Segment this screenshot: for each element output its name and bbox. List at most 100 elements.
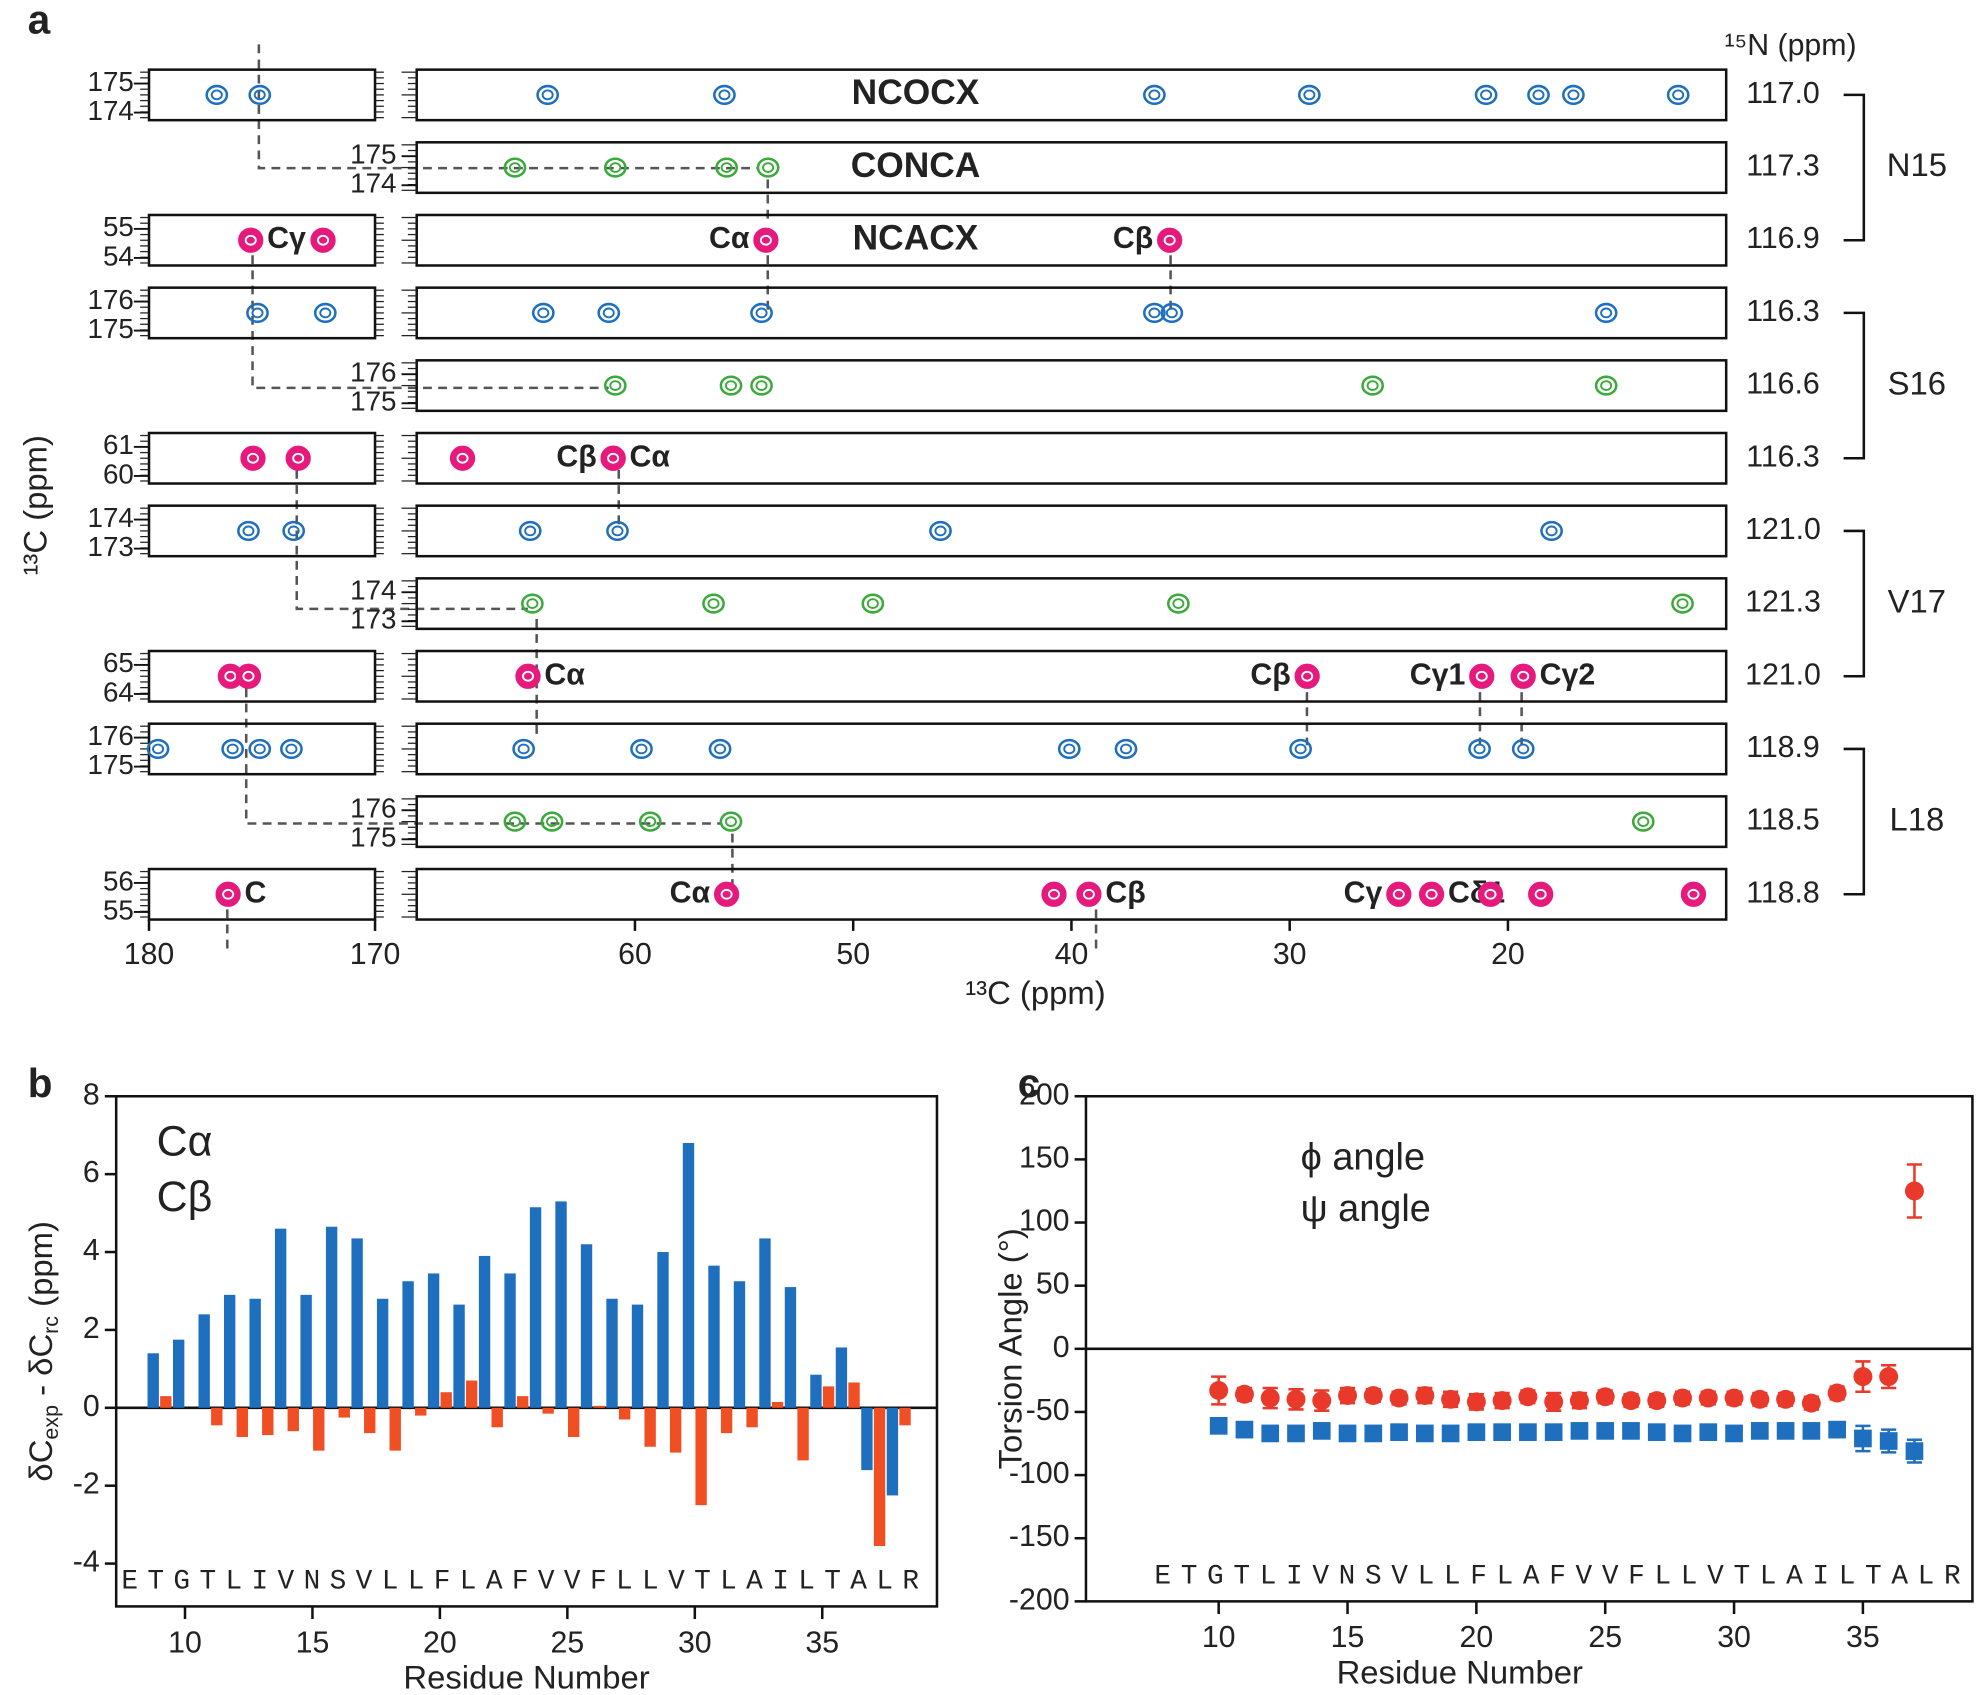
x-tick-label: 20 bbox=[1491, 938, 1525, 971]
bar bbox=[797, 1407, 809, 1461]
peak bbox=[310, 227, 336, 253]
peak-contour bbox=[1148, 307, 1161, 319]
x-tick-label: 170 bbox=[350, 938, 401, 971]
connector bbox=[244, 688, 723, 825]
peak bbox=[715, 157, 738, 178]
peak bbox=[1289, 738, 1312, 760]
peak-contour bbox=[720, 888, 733, 900]
peak bbox=[282, 520, 306, 542]
n-ppm-label: 117.0 bbox=[1746, 77, 1820, 110]
peak-contour bbox=[611, 525, 624, 537]
point bbox=[1415, 1386, 1435, 1406]
bar bbox=[682, 1142, 695, 1408]
point bbox=[1647, 1423, 1666, 1441]
peak-contour bbox=[1165, 307, 1178, 319]
point bbox=[1467, 1423, 1486, 1441]
y-tick-label: 173 bbox=[350, 604, 396, 635]
peak-contour bbox=[1687, 888, 1700, 900]
point bbox=[1492, 1391, 1512, 1411]
peak-contour bbox=[1366, 380, 1379, 391]
peak bbox=[702, 593, 725, 614]
point bbox=[1312, 1422, 1331, 1440]
peak-contour bbox=[524, 525, 537, 537]
y-tick-label: 60 bbox=[103, 458, 134, 489]
point bbox=[1802, 1422, 1821, 1440]
group-label: N15 bbox=[1887, 146, 1947, 183]
strip-frame bbox=[147, 504, 377, 558]
peak bbox=[1671, 593, 1694, 614]
y-tick-label: 0 bbox=[1053, 1331, 1070, 1364]
peak bbox=[238, 227, 264, 253]
y-tick-label: 176 bbox=[88, 284, 134, 315]
peak-contour bbox=[1484, 888, 1497, 900]
n-ppm-label: 121.0 bbox=[1745, 513, 1821, 546]
x-tick-label: 15 bbox=[296, 1626, 330, 1659]
bar bbox=[835, 1347, 848, 1408]
peak bbox=[237, 520, 260, 542]
peak-contour bbox=[319, 307, 332, 319]
peak-contour bbox=[292, 452, 305, 464]
connector bbox=[251, 255, 609, 390]
group-label: S16 bbox=[1888, 364, 1946, 401]
peak-contour bbox=[526, 598, 539, 609]
n-axis-title: ¹⁵N (ppm) bbox=[1725, 29, 1857, 62]
point bbox=[1776, 1389, 1796, 1409]
peak bbox=[1562, 84, 1585, 105]
y-tick-label: 61 bbox=[103, 429, 134, 460]
peak-contour bbox=[1567, 89, 1580, 101]
group-label: V17 bbox=[1888, 582, 1946, 619]
y-tick-label: -2 bbox=[73, 1468, 100, 1501]
plot-frame bbox=[114, 1095, 939, 1608]
y-axis-title: ¹³C (ppm) bbox=[17, 435, 54, 575]
point bbox=[1725, 1424, 1743, 1443]
peak bbox=[280, 738, 303, 760]
peak-label: Cγ bbox=[1344, 876, 1383, 909]
peak bbox=[313, 302, 337, 324]
strip-frame bbox=[147, 68, 377, 122]
plot-frame bbox=[1084, 1095, 1974, 1603]
peak-contour bbox=[602, 307, 615, 319]
point bbox=[1904, 1181, 1924, 1201]
bar bbox=[771, 1401, 784, 1408]
peak-contour bbox=[1294, 743, 1307, 755]
peak bbox=[606, 520, 629, 542]
y-tick-label: 100 bbox=[1019, 1205, 1070, 1238]
peak-contour bbox=[1480, 89, 1493, 101]
peak bbox=[1386, 881, 1412, 907]
x-tick-label: 20 bbox=[423, 1626, 457, 1659]
y-tick-label: 176 bbox=[350, 357, 396, 388]
point bbox=[1595, 1387, 1615, 1407]
group-bracket bbox=[1843, 747, 1866, 896]
y-tick-label: 6 bbox=[83, 1156, 100, 1189]
point bbox=[1415, 1424, 1434, 1443]
legend-label: Cβ bbox=[157, 1173, 213, 1221]
y-axis-title-part: - δC bbox=[22, 1334, 59, 1405]
peak-contour bbox=[1163, 234, 1176, 246]
peak bbox=[215, 881, 241, 907]
peak bbox=[221, 738, 245, 760]
connector bbox=[226, 833, 1098, 955]
peak-contour bbox=[1120, 743, 1133, 755]
peak bbox=[719, 375, 743, 396]
spectrum-frame bbox=[415, 577, 1728, 631]
y-axis-title: δCexp - δCrc (ppm) bbox=[22, 1221, 63, 1481]
peak-contour bbox=[718, 89, 731, 101]
point bbox=[1441, 1424, 1460, 1443]
y-tick-label: -50 bbox=[1026, 1394, 1070, 1427]
y-tick-label: 64 bbox=[103, 676, 134, 707]
point bbox=[1698, 1388, 1718, 1408]
y-tick-label: -200 bbox=[1009, 1583, 1070, 1616]
peak bbox=[1468, 738, 1491, 760]
peak-contour bbox=[1473, 743, 1486, 755]
peak bbox=[503, 811, 527, 832]
y-tick-label: 175 bbox=[350, 139, 396, 170]
y-tick-label: 176 bbox=[88, 720, 134, 751]
peak-label: C bbox=[245, 876, 267, 909]
bar bbox=[657, 1252, 669, 1408]
peak bbox=[1474, 84, 1498, 105]
peak-contour bbox=[152, 743, 165, 755]
peak-label: Cβ bbox=[1250, 658, 1290, 691]
bar bbox=[542, 1407, 554, 1414]
peak bbox=[708, 738, 732, 760]
